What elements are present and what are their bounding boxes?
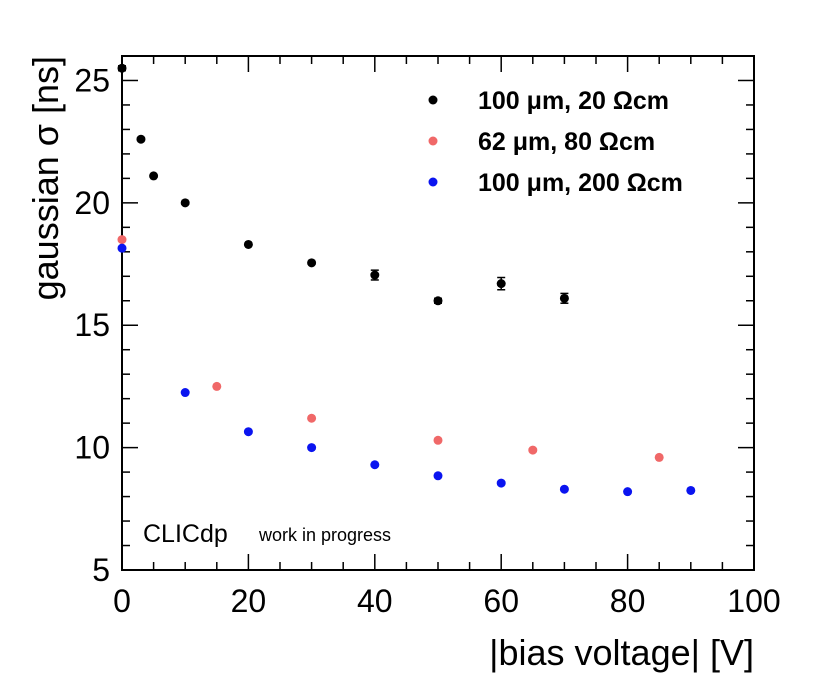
data-point-series-3 — [559, 484, 569, 494]
y-tick-labels: 5 10 15 20 25 — [74, 62, 110, 588]
legend-label-series-3: 100 μm, 200 Ωcm — [478, 169, 683, 197]
x-tick-label: 60 — [483, 583, 519, 619]
data-point-series-3 — [686, 485, 696, 495]
data-point-series-1 — [243, 239, 253, 249]
y-tick-label: 10 — [74, 430, 110, 466]
x-tick-label: 100 — [727, 583, 780, 619]
x-tick-label: 40 — [357, 583, 393, 619]
data-points — [117, 63, 696, 497]
y-tick-label: 20 — [74, 185, 110, 221]
data-point-series-3 — [180, 388, 190, 398]
data-point-series-1 — [180, 198, 190, 208]
data-point-series-1 — [149, 171, 159, 181]
data-point-series-3 — [117, 243, 127, 253]
data-point-series-3 — [623, 487, 633, 497]
legend-label-series-1: 100 μm, 20 Ωcm — [478, 87, 669, 115]
y-tick-label: 5 — [92, 552, 110, 588]
data-point-series-3 — [243, 427, 253, 437]
y-tick-label: 25 — [74, 62, 110, 98]
data-point-series-1 — [496, 279, 506, 289]
data-point-series-2 — [212, 381, 222, 391]
data-point-series-2 — [654, 452, 664, 462]
data-point-series-1 — [370, 270, 380, 280]
brand-label: CLICdp — [143, 520, 228, 548]
brand-sublabel: work in progress — [258, 525, 391, 545]
legend: 100 μm, 20 Ωcm 62 μm, 80 Ωcm 100 μm, 200… — [428, 87, 683, 197]
x-axis-title: |bias voltage| [V] — [489, 632, 754, 673]
data-point-series-3 — [370, 460, 380, 470]
data-point-series-2 — [433, 435, 443, 445]
data-point-series-3 — [307, 443, 317, 453]
plot-frame — [121, 55, 755, 571]
data-point-series-2 — [528, 445, 538, 455]
data-point-series-1 — [433, 296, 443, 306]
legend-label-series-2: 62 μm, 80 Ωcm — [478, 128, 655, 156]
y-tick-label: 15 — [74, 307, 110, 343]
legend-marker-series-2 — [428, 136, 438, 146]
data-point-series-3 — [496, 478, 506, 488]
axis-ticks — [121, 55, 755, 571]
x-tick-label: 0 — [113, 583, 131, 619]
x-tick-label: 80 — [610, 583, 646, 619]
data-point-series-1 — [307, 258, 317, 268]
data-point-series-1 — [117, 63, 127, 73]
data-point-series-2 — [307, 413, 317, 423]
x-tick-labels: 0 20 40 60 80 100 — [113, 583, 781, 619]
data-point-series-1 — [559, 293, 569, 303]
legend-marker-series-3 — [428, 177, 438, 187]
legend-marker-series-1 — [428, 95, 438, 105]
data-point-series-3 — [433, 471, 443, 481]
data-point-series-1 — [136, 134, 146, 144]
x-tick-label: 20 — [231, 583, 267, 619]
y-axis-title: gaussian σ [ns] — [25, 56, 66, 300]
data-point-series-2 — [117, 235, 127, 245]
